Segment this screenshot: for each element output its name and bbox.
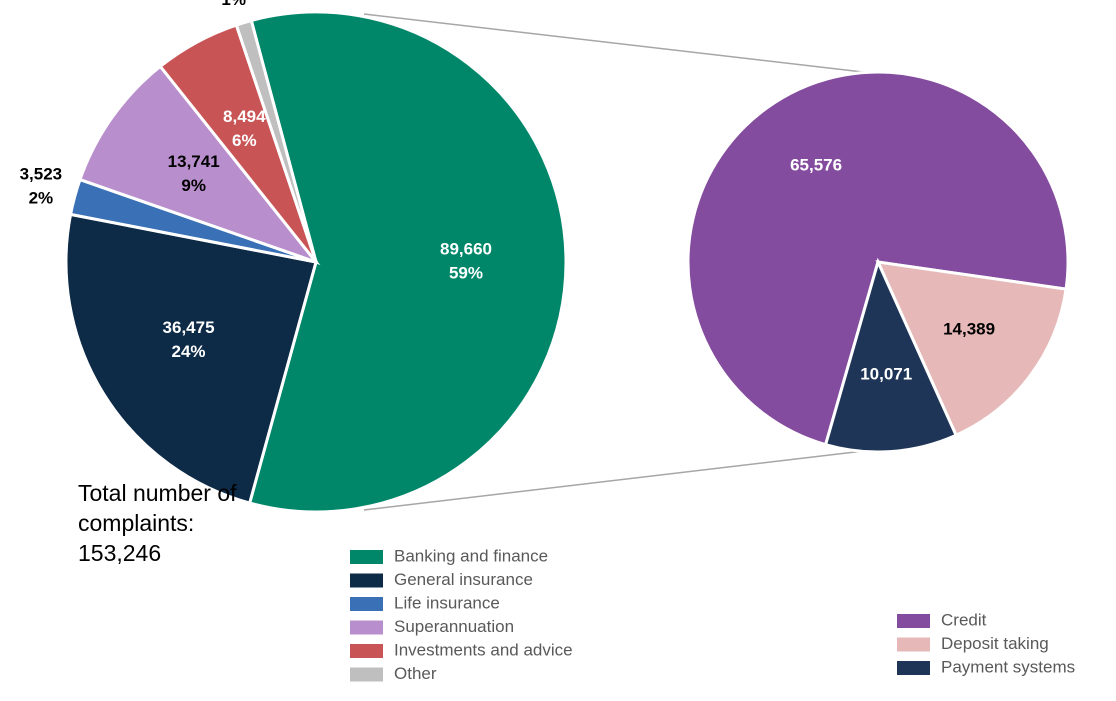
data-label: 13,741 9%: [168, 153, 220, 196]
percent-label: 59%: [449, 264, 483, 283]
legend-swatch: [897, 614, 930, 628]
percent-label: 1%: [221, 0, 246, 10]
legend-swatch: [897, 637, 930, 652]
legend-label: Superannuation: [394, 617, 514, 636]
legend-swatch: [350, 550, 383, 564]
value-label: 10,071: [860, 365, 912, 384]
data-label: 65,576: [790, 156, 842, 175]
percent-label: 2%: [29, 189, 54, 208]
connector: [363, 449, 873, 511]
legend-label: Payment systems: [941, 657, 1075, 676]
connector: [363, 13, 881, 75]
legend-swatch: [350, 573, 383, 588]
legend-swatch: [350, 644, 383, 658]
legend-label: Other: [394, 664, 437, 683]
pie-slice: [78, 64, 321, 266]
data-label: 14,389: [943, 320, 995, 339]
data-label: 36,475 24%: [163, 319, 215, 362]
pie-slice: [875, 260, 1068, 438]
legend-swatch: [897, 661, 930, 675]
percent-label: 24%: [172, 343, 206, 362]
value-label: 8,494: [223, 108, 266, 127]
pie-slice: [686, 70, 1070, 447]
legend-label: Credit: [941, 610, 987, 629]
percent-label: 6%: [232, 132, 257, 151]
legend-label: General insurance: [394, 570, 533, 589]
value-label: 14,389: [943, 320, 995, 339]
data-label: 1,5261%: [212, 0, 255, 10]
data-label: 89,660 59%: [440, 240, 492, 283]
legend-label: Life insurance: [394, 593, 500, 612]
value-label: 36,475: [163, 319, 215, 338]
annotation: Total number of complaints: 153,246: [78, 480, 237, 566]
value-label: 13,741: [168, 153, 220, 172]
legend-label: Banking and finance: [394, 546, 548, 565]
legend-swatch: [350, 597, 383, 611]
data-label: 8,494 6%: [223, 108, 266, 151]
value-label: 3,523: [20, 165, 63, 184]
legend-label: Deposit taking: [941, 634, 1049, 653]
legend-swatch: [350, 667, 383, 682]
pie-slice: [247, 10, 568, 514]
value-label: 89,660: [440, 240, 492, 259]
pie-slice: [64, 212, 318, 505]
pie-slice: [823, 257, 959, 454]
legend-swatch: [350, 620, 383, 635]
data-label: 3,523 2%: [20, 165, 63, 208]
data-label: 10,071: [860, 365, 912, 384]
value-label: 65,576: [790, 156, 842, 175]
pie-slice: [234, 18, 318, 263]
legend-label: Investments and advice: [394, 640, 573, 659]
percent-label: 9%: [181, 177, 206, 196]
